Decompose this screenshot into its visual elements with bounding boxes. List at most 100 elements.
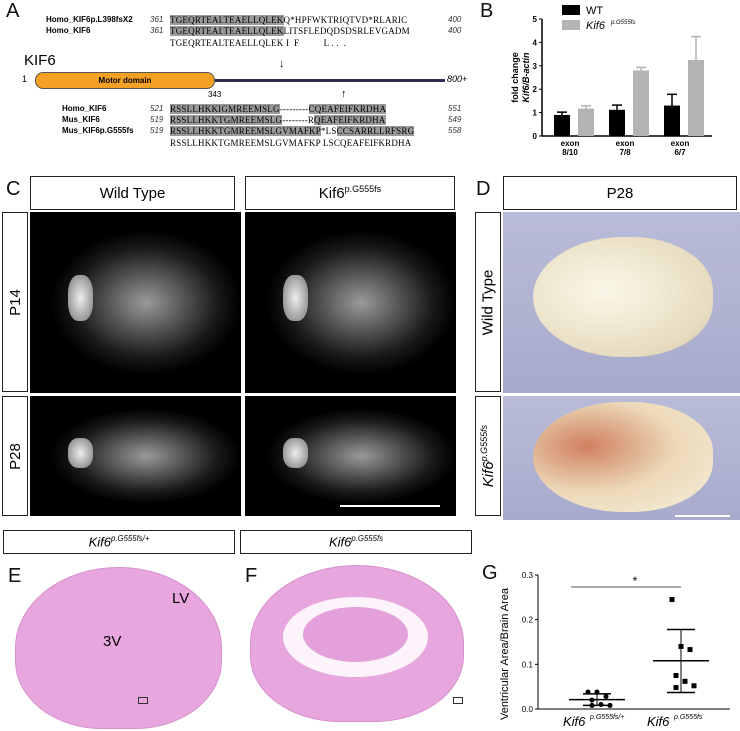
- y-tick-label: 1: [533, 109, 538, 118]
- data-point: [669, 597, 675, 603]
- header-heterozygous: Kif6p.G555fs/+: [3, 530, 235, 554]
- row-label-p14: P14: [2, 212, 28, 392]
- data-point: [691, 683, 697, 689]
- panel-d-label: D: [476, 178, 491, 200]
- sequence-name: Mus_KIF6: [62, 115, 100, 124]
- data-point: [603, 693, 609, 699]
- x-tick-label: 8/10: [562, 148, 578, 157]
- sequence-name: Homo_KIF6p.L398fsX2: [46, 15, 133, 24]
- xray-mut-p14: [245, 212, 456, 393]
- histology-f: [238, 557, 475, 731]
- y-tick-label: 2: [533, 85, 538, 94]
- row-label-p28: P28: [2, 396, 28, 516]
- lv-label: LV: [172, 590, 190, 607]
- header-text: Wild Type: [99, 184, 166, 202]
- panel-g-label: G: [482, 562, 498, 584]
- legend-label-mut: Kif6: [586, 20, 606, 32]
- header-text: Kif6p.G555fs: [318, 184, 382, 202]
- header-p28: P28: [503, 176, 737, 210]
- y-tick-label: 5: [533, 15, 538, 24]
- sequence: TGEQRTEALTEAELLQLEKLITSFLEDQDSDSRLEVGADM: [170, 26, 410, 36]
- panel-f-label: F: [245, 565, 258, 587]
- brain-wt: [503, 212, 740, 393]
- arrow-up-icon: ↑: [341, 88, 347, 100]
- start-label: 1: [22, 74, 28, 84]
- sequence-name: Homo_KIF6: [62, 104, 107, 113]
- legend-label-wt: WT: [586, 5, 603, 17]
- xray-wt-p14: [30, 212, 241, 393]
- sequence-start: 521: [150, 104, 164, 113]
- sequence-start: 519: [150, 126, 164, 135]
- scale-bar: [340, 505, 440, 507]
- x-tick-label: Kif6: [647, 714, 670, 729]
- legend-swatch-mut: [562, 20, 580, 30]
- sequence-start: 361: [150, 26, 164, 35]
- x-tick-label: Kif6: [563, 714, 586, 729]
- bar-WT: [664, 105, 680, 136]
- panel-e-label: E: [8, 565, 22, 587]
- legend-label-mut-sup: p.G555fs: [610, 20, 635, 26]
- protein-name: KIF6: [24, 52, 56, 69]
- x-tick-label-sup: p.G555fs/+: [589, 714, 624, 721]
- y-axis-label: Ventricular Area/Brain Area: [499, 587, 511, 720]
- data-point: [598, 702, 604, 708]
- motor-domain: Motor domain: [35, 72, 215, 89]
- y-axis-label: Kif6/B-actin: [521, 52, 531, 103]
- sequence-start: 519: [150, 115, 164, 124]
- sequence: TGEQRTEALTEAELLQLEKQ*HPFWKTRIQTVD*RLARIC: [170, 15, 408, 25]
- scatter-chart: 0.0 0.1 0.2 0.3 Ventricular Area/Brain Area *…: [499, 571, 730, 729]
- header-homozygous: Kif6p.G555fs: [240, 530, 472, 554]
- 3v-label: 3V: [103, 633, 122, 650]
- y-tick-label: 0: [533, 132, 538, 141]
- x-tick-label: exon: [561, 139, 580, 148]
- bar-Kif6p.G555fs: [688, 59, 704, 137]
- bar-WT: [554, 114, 570, 136]
- row-label-wild-type: Wild Type: [475, 212, 501, 392]
- data-point: [673, 673, 679, 678]
- sequence: RSSLLHKKIGMREEMSLG---------CQEAFEIFKRDHA: [170, 104, 387, 114]
- y-tick-label: 3: [533, 62, 538, 71]
- consensus: RSSLLHKKTGMREEMSLGVMAFKP LSCQEAFEIFKRDHA: [170, 138, 412, 148]
- end-label: 800+: [447, 74, 468, 84]
- sequence-end: 400: [448, 15, 462, 24]
- sequence-end: 400: [448, 26, 462, 35]
- scale-bar: [675, 515, 730, 517]
- panel-c-label: C: [6, 178, 21, 200]
- data-point: [673, 685, 679, 691]
- legend-swatch-wt: [562, 5, 580, 15]
- sequence-end: 558: [448, 126, 462, 135]
- brain-mut: [503, 396, 740, 520]
- data-point: [682, 678, 688, 684]
- y-tick-label: 0.2: [522, 616, 534, 625]
- y-axis-label: fold change: [510, 52, 520, 103]
- consensus: TGEQRTEALTEAELLQLEK I F L . . .: [170, 38, 347, 48]
- domain-end-label: 343: [208, 90, 222, 99]
- sequence-end: 549: [448, 115, 462, 124]
- sequence: RSSLLHKKTGMREEMSLGVMAFKP*LSCCSARRLLRFSRG: [170, 126, 415, 136]
- sequence: RSSLLHKKTGMREEMSLG--------RQEAFEIFKRDHA: [170, 115, 386, 125]
- significance-star: *: [633, 574, 638, 588]
- x-tick-label: exon: [671, 139, 690, 148]
- protein-line: [210, 79, 445, 82]
- panel-b-label: B: [480, 0, 494, 22]
- bar-Kif6p.G555fs: [633, 70, 649, 136]
- xray-mut-p28: [245, 396, 456, 516]
- x-tick-label: 7/8: [619, 148, 631, 157]
- panel-a-label: A: [6, 0, 20, 22]
- sequence-end: 551: [448, 104, 462, 113]
- y-tick-label: 4: [533, 38, 538, 47]
- y-tick-label: 0.1: [522, 660, 534, 669]
- sequence-start: 361: [150, 15, 164, 24]
- sequence-name: Homo_KIF6: [46, 26, 91, 35]
- x-tick-label-sup: p.G555fs: [673, 714, 703, 721]
- row-label-mutant: Kif6p.G555fs: [475, 396, 501, 516]
- histology-e: [0, 557, 235, 731]
- arrow-down-icon: ↓: [279, 58, 285, 70]
- x-tick-label: 6/7: [674, 148, 686, 157]
- xray-wt-p28: [30, 396, 241, 516]
- header-wild-type: Wild Type: [30, 176, 235, 210]
- y-tick-label: 0.0: [522, 705, 534, 714]
- y-tick-label: 0.3: [522, 571, 534, 580]
- data-point: [687, 647, 693, 653]
